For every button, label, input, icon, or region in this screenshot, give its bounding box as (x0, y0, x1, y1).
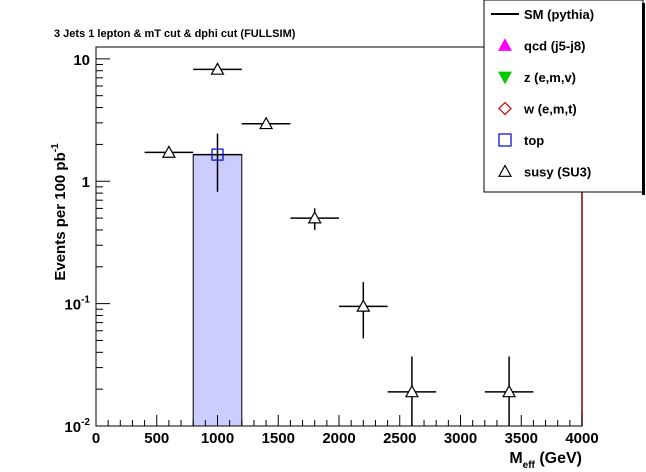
y-tick-label-exponent: -2 (81, 417, 90, 428)
y-tick-label: 10 (73, 52, 90, 69)
y-tick-label-base: 10 (73, 52, 90, 69)
y-tick-label-base: 10 (64, 419, 81, 436)
marker-triangle (502, 384, 517, 398)
legend-item-top: top (498, 133, 544, 148)
y-axis-label-main: Events per 100 pb (52, 152, 69, 280)
x-tick-label: 0 (92, 430, 100, 447)
y-tick-label: 10-2 (64, 417, 90, 436)
y-tick-label: 10-1 (64, 295, 90, 314)
marker-triangle (404, 384, 419, 398)
marker-square (211, 148, 224, 161)
marker-triangle (161, 145, 176, 158)
x-tick-label: 2500 (383, 430, 416, 447)
marker-triangle (356, 299, 371, 312)
legend-item-susy: susy (SU3) (497, 164, 591, 180)
chart-title: 3 Jets 1 lepton & mT cut & dphi cut (FUL… (54, 28, 296, 40)
legend-marker-triangle-up-filled (497, 38, 513, 51)
x-axis-label-subscript: eff (523, 460, 536, 471)
legend-item-w: w (e,m,t) (498, 101, 577, 117)
legend-item-sm: SM (pythia) (491, 7, 594, 22)
y-axis-label: Events per 100 pb-1 (50, 143, 69, 281)
legend-label: susy (SU3) (524, 165, 591, 180)
legend-shadow (642, 3, 645, 195)
data-point-susy-su3-0 (144, 145, 194, 158)
x-axis-label: Meff (GeV) (509, 450, 582, 471)
y-axis-label-superscript: -1 (50, 143, 61, 152)
marker-triangle (307, 210, 322, 224)
legend-label: z (e,m,v) (524, 70, 576, 85)
x-tick-label: 3000 (444, 430, 477, 447)
y-tick-label-base: 10 (64, 297, 81, 314)
y-tick-label-exponent: -1 (81, 295, 90, 306)
marker-triangle (210, 62, 225, 75)
legend-label: w (e,m,t) (523, 102, 577, 117)
data-point-susy-su3-4 (339, 282, 388, 339)
legend-item-qcd: qcd (j5-j8) (497, 38, 585, 54)
data-point-susy-su3-5 (387, 356, 437, 426)
data-point-susy-su3-1 (193, 62, 242, 75)
y-tick-label: 1 (82, 174, 90, 191)
legend-marker-triangle-up-open (497, 164, 513, 177)
legend-marker-triangle-down-filled (497, 71, 513, 85)
x-tick-label: 1500 (262, 430, 295, 447)
data-point-susy-su3-2 (241, 116, 291, 130)
x-tick-label: 3500 (505, 430, 538, 447)
data-point-susy-su3-3 (290, 208, 339, 230)
data-point-susy-su3-6 (484, 356, 534, 426)
histogram-bar-top (192, 154, 243, 427)
legend-label: qcd (j5-j8) (524, 39, 585, 54)
legend-item-z: z (e,m,v) (497, 70, 576, 85)
legend-marker-diamond-open (498, 101, 512, 116)
legend-marker-square-open (498, 133, 512, 147)
x-tick-label: 4000 (565, 430, 598, 447)
x-tick-label: 500 (144, 430, 169, 447)
marker-triangle (259, 116, 274, 130)
x-tick-label: 2000 (322, 430, 355, 447)
legend-label: top (524, 133, 544, 148)
x-axis: 0 500 1000 1500 2000 2500 3000 3500 4000 (92, 415, 599, 447)
legend: SM (pythia) qcd (j5-j8) z (e,m,v) w (e,m,t)… (483, 0, 645, 195)
x-axis-label-main: M (509, 450, 522, 467)
legend-label: SM (pythia) (524, 7, 594, 22)
x-tick-label: 1000 (201, 430, 234, 447)
data-point-top-0 (193, 133, 242, 192)
y-tick-label-base: 1 (82, 174, 90, 191)
x-axis-label-unit: (GeV) (535, 450, 582, 467)
legend-box (483, 0, 644, 193)
